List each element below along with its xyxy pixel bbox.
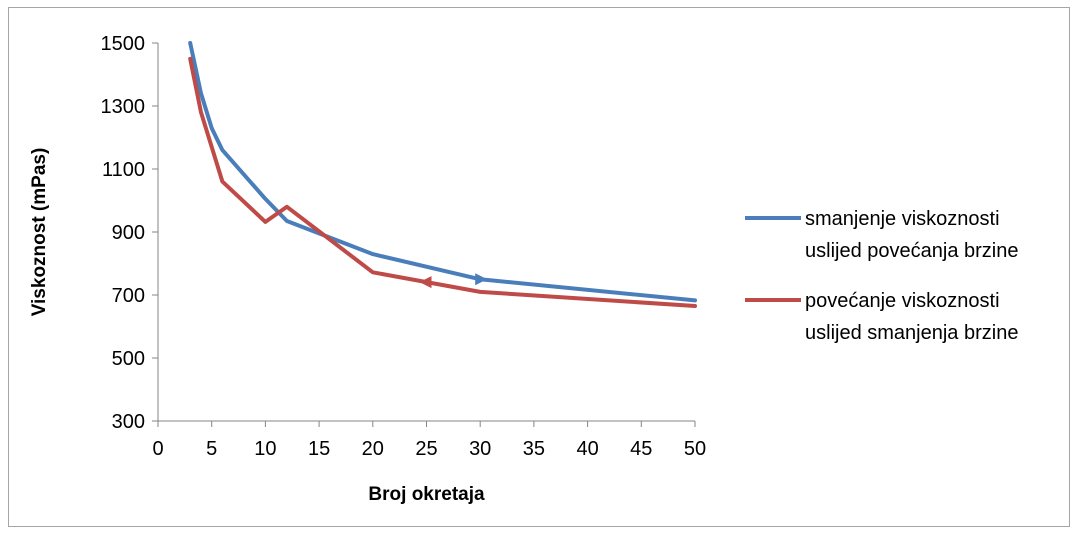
x-tick-label: 45 — [630, 438, 652, 460]
y-tick-label: 1100 — [102, 159, 145, 181]
y-tick-label: 900 — [112, 222, 145, 244]
y-tick-label: 300 — [112, 411, 145, 433]
chart-frame — [8, 7, 1070, 527]
series-line-2 — [188, 56, 697, 308]
direction-arrow-2 — [419, 276, 432, 289]
x-tick-label: 50 — [684, 438, 706, 460]
legend-label-1: smanjenje viskoznosti — [805, 208, 1000, 230]
legend-label-2: uslijed smanjenja brzine — [805, 322, 1018, 344]
ticks: 300 500 700 900 1100 1300 1500 0 5 10 15 20 25 30 35 40… — [101, 33, 707, 460]
legend-label-1: uslijed povećanja brzine — [805, 240, 1018, 262]
x-tick-label: 40 — [576, 438, 598, 460]
x-axis-title: Broj okretaja — [368, 484, 485, 505]
y-tick-label: 500 — [112, 348, 145, 370]
y-tick-label: 700 — [112, 285, 145, 307]
series-line-1 — [188, 41, 697, 303]
y-tick-label: 1300 — [101, 96, 146, 118]
x-tick-label: 30 — [469, 438, 491, 460]
y-axis-title: Viskoznost (mPas) — [29, 148, 50, 317]
series-layer — [188, 41, 697, 308]
direction-arrow-1 — [475, 273, 488, 286]
x-tick-label: 15 — [308, 438, 330, 460]
legend-label-2: povećanje viskoznosti — [805, 290, 1000, 312]
x-tick-label: 20 — [362, 438, 384, 460]
x-tick-label: 10 — [254, 438, 276, 460]
legend: smanjenje viskoznosti uslijed povećanja b… — [745, 208, 1018, 344]
x-tick-label: 5 — [206, 438, 217, 460]
x-tick-label: 25 — [415, 438, 437, 460]
y-tick-label: 1500 — [101, 33, 146, 55]
axes — [157, 43, 695, 422]
x-tick-label: 35 — [523, 438, 545, 460]
x-tick-label: 0 — [152, 438, 163, 460]
